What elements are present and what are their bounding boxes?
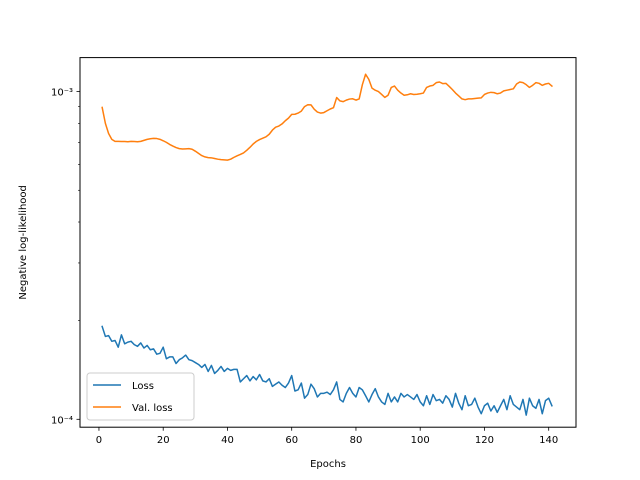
x-axis-label: Epochs <box>310 459 346 470</box>
y-axis-label: Negative log-likelihood <box>18 185 29 300</box>
x-tick-label: 0 <box>96 435 102 446</box>
series-line-loss <box>101 325 553 416</box>
x-tick-label: 60 <box>285 435 298 446</box>
y-tick-label: 10⁻³ <box>51 88 73 99</box>
y-axis: 10⁻⁴ 10⁻³ <box>51 88 80 426</box>
x-axis: 0 20 40 60 80 100 120 140 <box>96 427 558 446</box>
x-tick-label: 40 <box>221 435 234 446</box>
x-tick-label: 80 <box>350 435 363 446</box>
plot-frame <box>79 57 577 428</box>
legend-label-loss: Loss <box>132 381 154 392</box>
series-line-val-loss <box>101 73 553 161</box>
y-tick-label: 10⁻⁴ <box>51 415 73 426</box>
legend: Loss Val. loss <box>86 372 195 421</box>
x-tick-label: 20 <box>157 435 170 446</box>
x-tick-label: 120 <box>475 435 494 446</box>
x-tick-label: 100 <box>411 435 430 446</box>
x-tick-label: 140 <box>539 435 558 446</box>
series-layer <box>101 73 553 416</box>
legend-label-val-loss: Val. loss <box>132 403 173 414</box>
